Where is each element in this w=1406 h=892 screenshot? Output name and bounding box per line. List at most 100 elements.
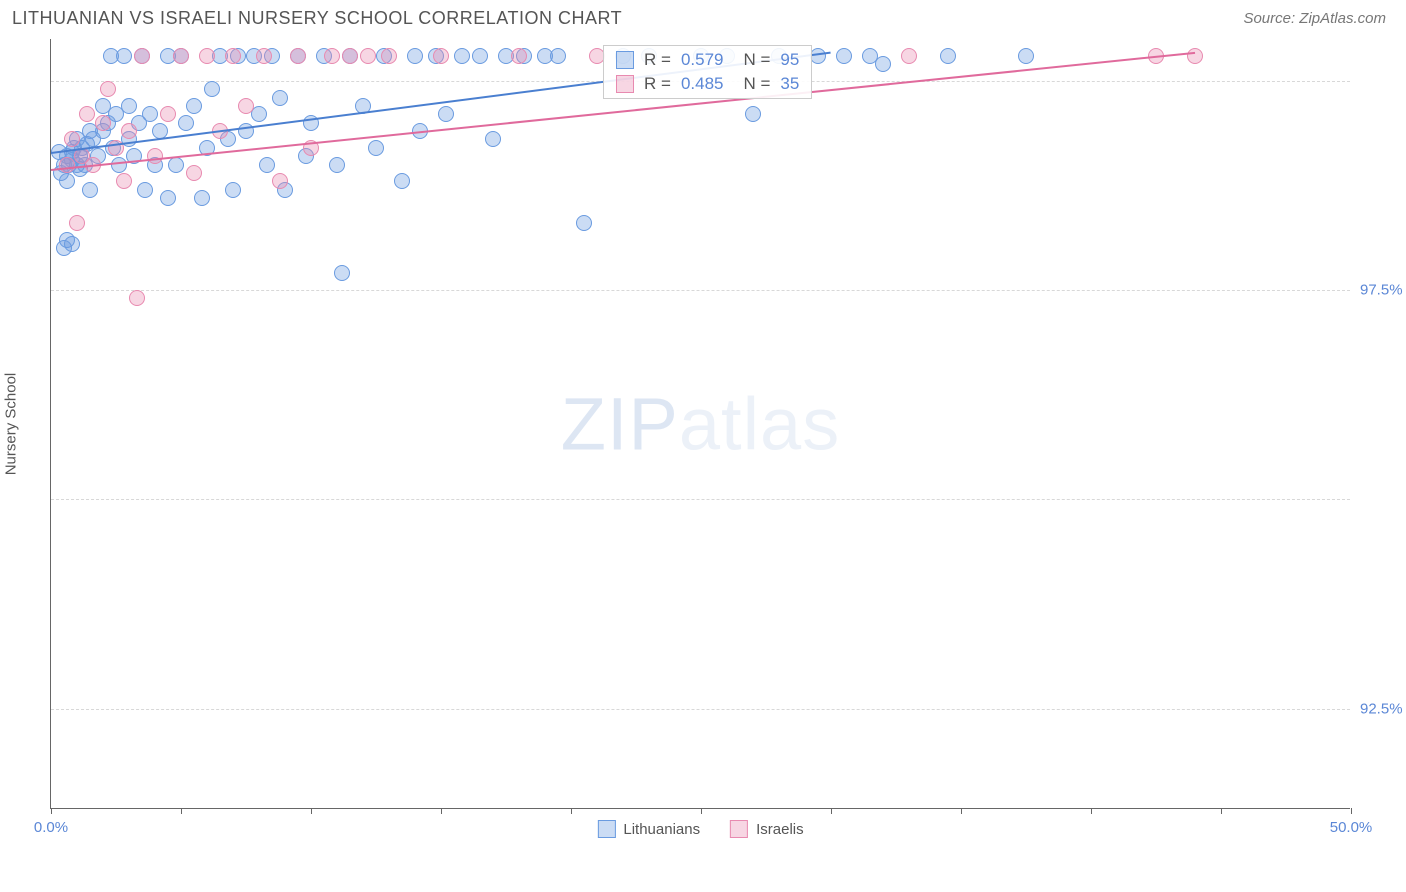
scatter-point [116,173,132,189]
x-tick [831,808,832,814]
y-tick-label: 97.5% [1360,282,1406,299]
scatter-point [836,48,852,64]
stat-n-label: N = [743,50,770,70]
scatter-point [438,106,454,122]
scatter-point [381,48,397,64]
scatter-point [238,98,254,114]
scatter-point [100,81,116,97]
watermark: ZIPatlas [561,381,840,466]
gridline [51,709,1350,710]
x-tick [1351,808,1352,814]
scatter-point [59,157,75,173]
chart-title: LITHUANIAN VS ISRAELI NURSERY SCHOOL COR… [12,8,622,29]
x-tick [1221,808,1222,814]
scatter-point [745,106,761,122]
scatter-point [225,182,241,198]
plot-area: Nursery School ZIPatlas 92.5%97.5%0.0%50… [50,39,1350,809]
scatter-point [121,98,137,114]
scatter-point [142,106,158,122]
legend-swatch [730,820,748,838]
scatter-point [186,165,202,181]
scatter-point [121,123,137,139]
legend-swatch [597,820,615,838]
scatter-point [160,106,176,122]
legend-item: Israelis [730,820,804,838]
x-tick [571,808,572,814]
stats-row: R = 0.485 N = 35 [616,74,799,94]
stats-swatch [616,75,634,93]
scatter-point [64,131,80,147]
x-tick [701,808,702,814]
scatter-point [116,48,132,64]
legend-label: Lithuanians [623,821,700,838]
scatter-point [360,48,376,64]
scatter-point [194,190,210,206]
scatter-point [454,48,470,64]
scatter-point [259,157,275,173]
stats-row: R = 0.579N = 95 [616,50,799,70]
stats-swatch [616,51,634,69]
scatter-point [134,48,150,64]
x-tick [311,808,312,814]
stat-r-value: 0.579 [681,50,724,70]
stat-n-label: N = [743,74,770,94]
x-tick [961,808,962,814]
scatter-point [394,173,410,189]
x-tick [441,808,442,814]
scatter-point [368,140,384,156]
scatter-point [272,173,288,189]
x-tick [181,808,182,814]
stat-r-value: 0.485 [681,74,724,94]
x-tick-label: 0.0% [34,819,68,836]
scatter-point [272,90,288,106]
scatter-point [256,48,272,64]
scatter-point [137,182,153,198]
scatter-point [433,48,449,64]
scatter-point [160,190,176,206]
scatter-point [342,48,358,64]
stat-r-label: R = [644,74,671,94]
scatter-point [147,148,163,164]
y-axis-label: Nursery School [3,372,20,475]
y-tick-label: 92.5% [1360,700,1406,717]
scatter-point [1187,48,1203,64]
scatter-point [64,236,80,252]
scatter-point [940,48,956,64]
chart-source: Source: ZipAtlas.com [1243,10,1386,27]
legend-item: Lithuanians [597,820,700,838]
scatter-point [329,157,345,173]
chart-container: Nursery School ZIPatlas 92.5%97.5%0.0%50… [50,39,1386,809]
stats-box: R = 0.579 N = 95 R = 0.485 N = 35 [603,45,812,99]
scatter-point [324,48,340,64]
scatter-point [95,115,111,131]
scatter-point [79,106,95,122]
stat-n-value: 35 [780,74,799,94]
scatter-point [225,48,241,64]
scatter-point [69,215,85,231]
scatter-point [334,265,350,281]
scatter-point [129,290,145,306]
scatter-point [576,215,592,231]
scatter-point [550,48,566,64]
scatter-point [178,115,194,131]
x-tick-label: 50.0% [1330,819,1373,836]
scatter-point [199,48,215,64]
scatter-point [875,56,891,72]
scatter-point [1018,48,1034,64]
gridline [51,499,1350,500]
scatter-point [186,98,202,114]
scatter-point [168,157,184,173]
scatter-point [472,48,488,64]
scatter-point [204,81,220,97]
stat-n-value: 95 [780,50,799,70]
scatter-point [485,131,501,147]
scatter-point [59,173,75,189]
scatter-point [173,48,189,64]
scatter-point [82,182,98,198]
scatter-point [901,48,917,64]
scatter-point [290,48,306,64]
x-tick [51,808,52,814]
gridline [51,290,1350,291]
chart-header: LITHUANIAN VS ISRAELI NURSERY SCHOOL COR… [0,0,1406,35]
legend: Lithuanians Israelis [597,820,803,838]
